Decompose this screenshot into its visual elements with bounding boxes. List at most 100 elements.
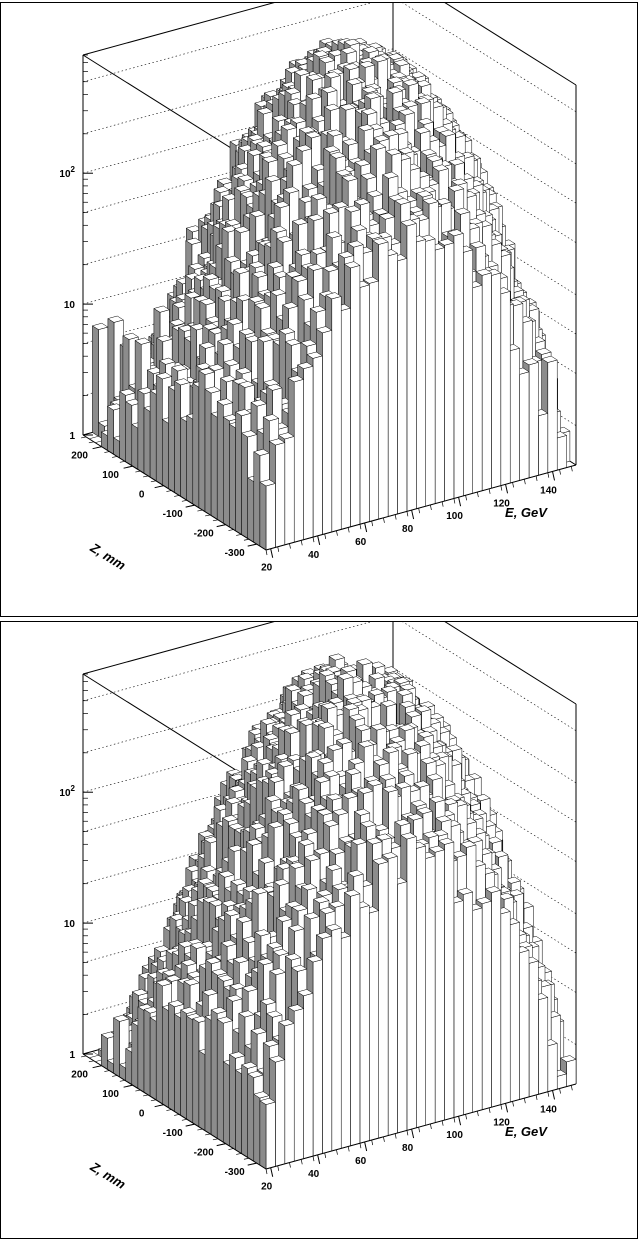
bar-top	[325, 231, 343, 239]
box-edge	[444, 622, 577, 705]
bar-top	[234, 409, 252, 417]
z-tick-label: 102	[59, 165, 75, 180]
bar-face	[275, 442, 286, 548]
bar-top	[522, 358, 540, 366]
bar-top	[388, 118, 406, 126]
x-minor-tick	[441, 501, 444, 507]
bar-top	[447, 184, 465, 192]
bar-top	[238, 328, 256, 336]
bar-face	[125, 401, 133, 467]
bar-top	[277, 152, 294, 160]
bar-top	[309, 305, 327, 313]
bar-top	[112, 1014, 130, 1022]
bar-top	[347, 240, 364, 248]
bar-top	[343, 38, 361, 46]
bar-top	[358, 60, 376, 68]
bar-top	[269, 288, 287, 296]
bar-top	[262, 414, 280, 422]
x-tick	[505, 484, 509, 494]
bar-top	[350, 224, 368, 232]
bar-top	[122, 332, 140, 340]
bar-top	[342, 63, 360, 71]
bar-top	[343, 261, 361, 269]
bar-top	[134, 337, 152, 345]
bar-face	[519, 371, 530, 481]
chart-panel-bottom: 20 40 60 80 100 120 140 -300 -200 -100 0 100 200 1 10 1…	[0, 621, 638, 1239]
bar-top	[306, 351, 324, 359]
y-minor-tick	[189, 504, 195, 507]
y-minor-tick	[158, 485, 164, 488]
y-minor-tick	[143, 475, 149, 478]
y-minor-tick	[88, 441, 94, 444]
bar-top	[402, 79, 419, 86]
bar-top	[173, 378, 191, 386]
bar-top	[378, 212, 396, 220]
bar-top	[416, 190, 433, 198]
bar-top	[198, 367, 216, 375]
x-minor-tick	[277, 546, 280, 552]
bar-face	[265, 483, 276, 551]
bar-top	[322, 207, 340, 215]
y-minor-tick	[243, 538, 250, 541]
y-minor-tick	[96, 446, 102, 449]
bar-top	[382, 129, 400, 137]
x-minor-tick	[383, 517, 385, 523]
bar-face	[149, 390, 157, 482]
bar-top	[246, 149, 264, 156]
bar-top	[278, 432, 295, 440]
bar-top	[312, 50, 330, 58]
bar-top	[250, 399, 268, 407]
bar-top	[335, 169, 353, 177]
bar-top	[233, 184, 251, 192]
bar-face	[509, 347, 520, 484]
bar-face	[397, 257, 408, 515]
bar-top	[323, 103, 341, 111]
bar-top	[291, 274, 309, 282]
bar-face	[162, 418, 169, 490]
bar-face	[528, 361, 539, 479]
bar-top	[345, 78, 363, 86]
bar-face	[216, 400, 224, 524]
bar-top	[260, 327, 278, 335]
bar-top	[217, 338, 234, 346]
bar-top	[293, 68, 311, 76]
x-minor-tick	[477, 491, 479, 498]
bar-top	[233, 226, 251, 234]
bar-top	[158, 357, 176, 365]
x-minor-tick	[418, 508, 420, 514]
bar-face	[131, 423, 139, 470]
y-tick-label: -100	[163, 509, 183, 520]
bar-top	[365, 232, 383, 240]
bar-top	[224, 219, 242, 227]
x-minor-tick	[453, 498, 456, 504]
bar-face	[229, 423, 236, 532]
x-tick-label: 40	[308, 550, 320, 561]
bar-face	[293, 378, 304, 543]
y-minor-tick	[119, 460, 125, 463]
bar-top	[207, 363, 225, 371]
bar	[259, 479, 277, 551]
x-minor-tick	[465, 495, 467, 501]
y-minor-tick	[135, 470, 141, 473]
bar-top	[131, 988, 149, 996]
bar-face	[406, 223, 417, 512]
bar-face	[312, 355, 323, 538]
bar-top	[397, 147, 415, 155]
bar-top	[219, 375, 237, 383]
x-tick-label: 100	[446, 511, 463, 522]
bar-top	[325, 292, 342, 300]
bar-top	[366, 190, 384, 198]
bar-top	[240, 430, 258, 438]
x-minor-tick	[324, 533, 327, 539]
bar-top	[344, 205, 362, 213]
y-tick-label: -300	[225, 548, 245, 559]
y-minor-tick	[81, 436, 87, 439]
x-tick	[411, 509, 415, 520]
bar-top	[389, 71, 407, 79]
bar-top	[362, 46, 380, 54]
bar-top	[437, 238, 455, 246]
bar-top	[414, 97, 432, 105]
y-minor-tick	[212, 519, 218, 522]
bar-top	[341, 138, 359, 146]
bar-face	[98, 326, 109, 437]
